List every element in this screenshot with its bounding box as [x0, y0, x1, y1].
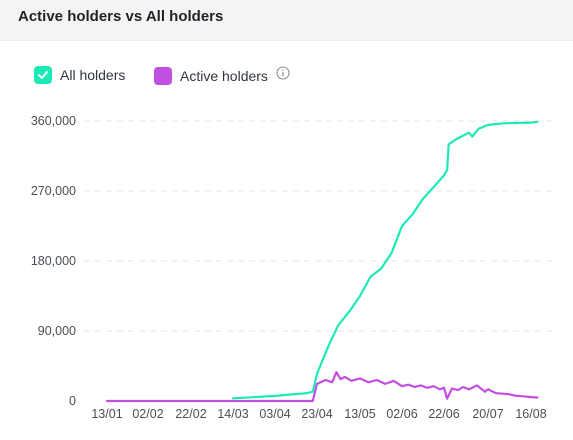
y-tick-label: 0: [69, 394, 76, 408]
legend-item-all-holders[interactable]: All holders: [34, 66, 125, 84]
y-tick-label: 360,000: [31, 114, 76, 128]
info-icon[interactable]: [276, 66, 290, 85]
legend-checkbox-all-holders[interactable]: [34, 66, 52, 84]
chart-title: Active holders vs All holders: [18, 8, 224, 25]
x-tick-label: 02/02: [132, 407, 163, 421]
y-tick-label: 180,000: [31, 254, 76, 268]
x-tick-label: 13/05: [344, 407, 375, 421]
x-tick-label: 22/02: [175, 407, 206, 421]
chart-legend: All holders Active holders: [0, 62, 573, 92]
legend-item-active-holders[interactable]: Active holders: [154, 66, 290, 85]
x-tick-label: 13/01: [91, 407, 122, 421]
legend-checkbox-active-holders[interactable]: [154, 66, 172, 85]
x-tick-label: 22/06: [428, 407, 459, 421]
chart-header: Active holders vs All holders: [0, 0, 573, 41]
x-tick-label: 14/03: [217, 407, 248, 421]
series-line-all-holders: [231, 120, 539, 400]
x-tick-label: 20/07: [472, 407, 503, 421]
x-tick-label: 23/04: [301, 407, 332, 421]
legend-label-all-holders: All holders: [60, 67, 126, 83]
x-tick-label: 16/08: [515, 407, 546, 421]
series-line-active-holders: [105, 371, 539, 403]
y-tick-label: 270,000: [31, 184, 76, 198]
check-icon: [38, 71, 48, 79]
x-tick-label: 03/04: [259, 407, 290, 421]
x-tick-label: 02/06: [386, 407, 417, 421]
y-tick-label: 90,000: [38, 324, 76, 338]
legend-label-active-holders: Active holders: [180, 67, 268, 84]
